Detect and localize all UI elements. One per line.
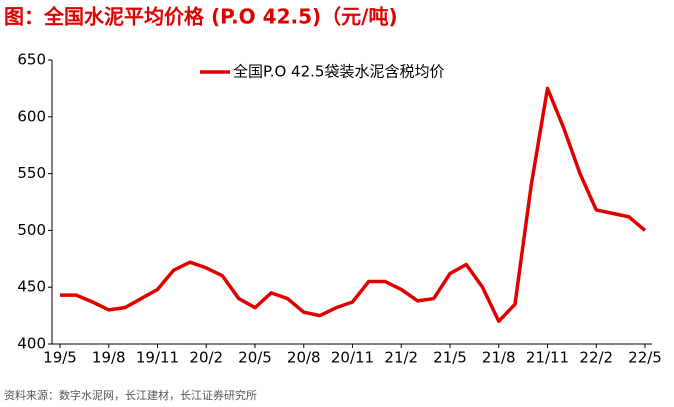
x-tick-label: 21/2 bbox=[384, 349, 418, 367]
x-tick-label: 22/2 bbox=[579, 349, 613, 367]
x-tick-label: 21/8 bbox=[482, 349, 516, 367]
y-tick-label: 650 bbox=[17, 51, 46, 69]
chart-title: 图：全国水泥平均价格 (P.O 42.5)（元/吨) bbox=[4, 5, 398, 29]
price-line bbox=[60, 86, 647, 324]
x-tick-label: 21/11 bbox=[526, 349, 569, 367]
y-tick-label: 450 bbox=[17, 278, 46, 296]
y-tick-label: 400 bbox=[17, 335, 46, 353]
x-tick-label: 21/5 bbox=[433, 349, 467, 367]
x-tick-label: 19/8 bbox=[92, 349, 126, 367]
x-tick-label: 20/5 bbox=[238, 349, 272, 367]
legend-label: 全国P.O 42.5袋装水泥含税均价 bbox=[233, 63, 444, 81]
x-tick-label: 22/5 bbox=[628, 349, 662, 367]
source-note: 资料来源：数字水泥网，长江建材，长江证券研究所 bbox=[4, 388, 257, 402]
y-tick-label: 500 bbox=[17, 221, 46, 239]
x-tick-label: 19/11 bbox=[136, 349, 179, 367]
x-tick-label: 20/8 bbox=[287, 349, 321, 367]
x-tick-label: 19/5 bbox=[43, 349, 77, 367]
x-tick-label: 20/11 bbox=[331, 349, 374, 367]
x-tick-label: 20/2 bbox=[189, 349, 223, 367]
y-tick-label: 600 bbox=[17, 107, 46, 125]
y-tick-label: 550 bbox=[17, 164, 46, 182]
